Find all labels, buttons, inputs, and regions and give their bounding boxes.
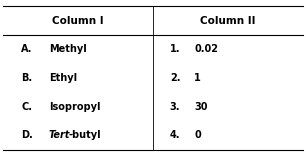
Text: A.: A.: [21, 44, 33, 54]
Text: Ethyl: Ethyl: [49, 73, 77, 83]
Text: 4.: 4.: [170, 130, 180, 140]
Text: 3.: 3.: [170, 102, 180, 112]
Text: Isopropyl: Isopropyl: [49, 102, 100, 112]
Text: 1: 1: [194, 73, 201, 83]
Text: Column II: Column II: [200, 16, 256, 26]
Text: Tert: Tert: [49, 130, 70, 140]
Text: 1.: 1.: [170, 44, 180, 54]
Text: Methyl: Methyl: [49, 44, 87, 54]
Text: B.: B.: [21, 73, 32, 83]
Text: 30: 30: [194, 102, 208, 112]
Text: 0: 0: [194, 130, 201, 140]
Text: D.: D.: [21, 130, 33, 140]
Text: 2.: 2.: [170, 73, 180, 83]
Text: 0.02: 0.02: [194, 44, 218, 54]
Text: -butyl: -butyl: [69, 130, 102, 140]
Text: Column I: Column I: [52, 16, 104, 26]
Text: C.: C.: [21, 102, 32, 112]
